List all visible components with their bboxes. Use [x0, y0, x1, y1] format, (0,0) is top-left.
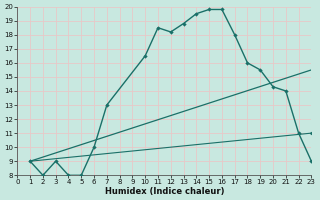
X-axis label: Humidex (Indice chaleur): Humidex (Indice chaleur) [105, 187, 224, 196]
